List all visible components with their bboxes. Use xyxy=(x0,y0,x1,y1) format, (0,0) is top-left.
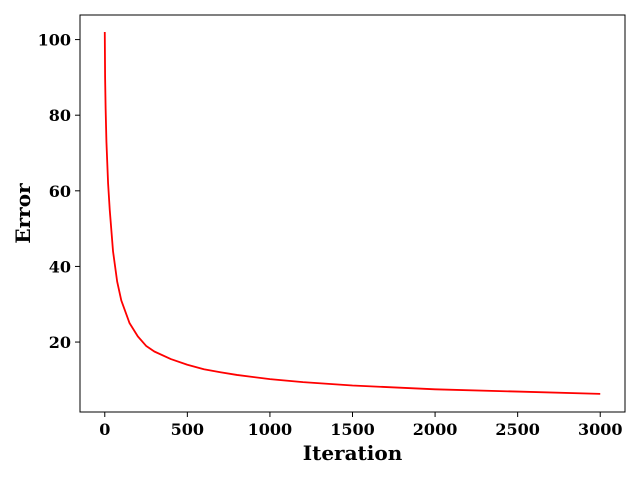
y-tick-label: 40 xyxy=(49,257,71,276)
series-line xyxy=(103,32,601,395)
x-tick-label: 1500 xyxy=(330,420,375,439)
x-tick-label: 2500 xyxy=(495,420,540,439)
x-tick-label: 500 xyxy=(171,420,204,439)
plot-frame xyxy=(79,14,626,413)
y-axis-label: Error xyxy=(11,183,35,244)
x-tick-label: 0 xyxy=(99,420,110,439)
x-axis-label: Iteration xyxy=(303,441,403,465)
y-tick-label: 20 xyxy=(49,333,71,352)
x-tick-label: 3000 xyxy=(578,420,623,439)
y-tick-label: 80 xyxy=(49,106,71,125)
x-tick-label: 1000 xyxy=(248,420,293,439)
plot-area xyxy=(80,15,625,412)
y-tick-label: 100 xyxy=(38,31,71,50)
x-tick-label: 2000 xyxy=(413,420,458,439)
y-tick-label: 60 xyxy=(49,182,71,201)
series-layer xyxy=(103,32,601,395)
ticks-layer: 0 500 1000 1500 2000 2500 3000 20 40 60 80 100 xyxy=(38,31,623,439)
